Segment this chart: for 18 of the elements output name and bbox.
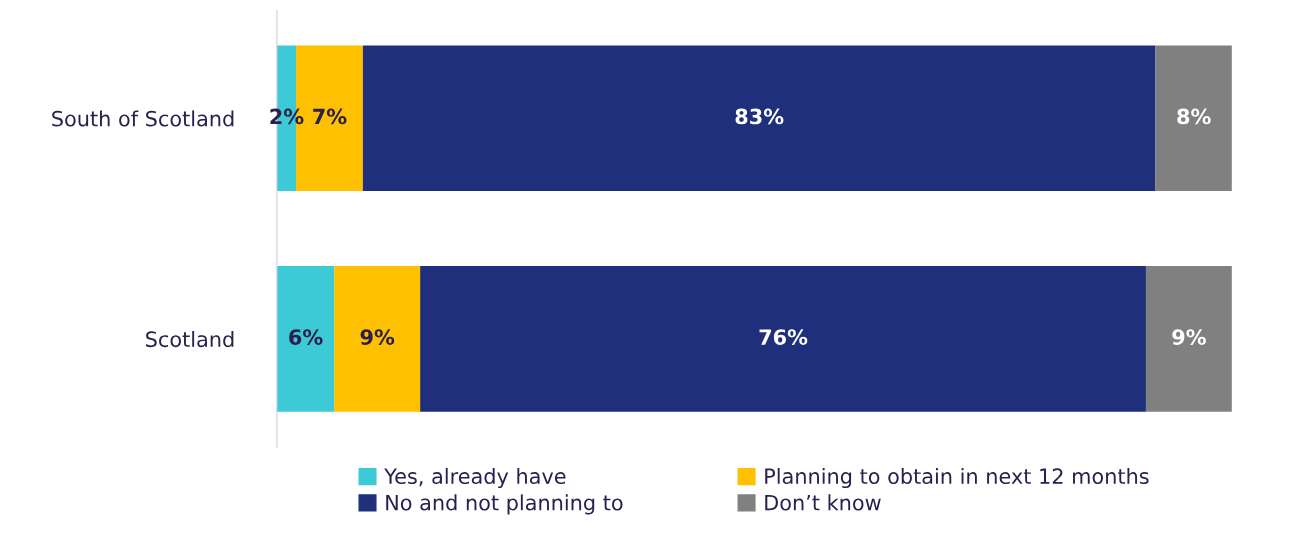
data-label: 76% (759, 329, 808, 345)
bar (1145, 266, 1232, 412)
data-label: 9% (360, 329, 395, 345)
bar (334, 266, 421, 412)
y-tick-label: South of Scotland (52, 110, 234, 127)
legend-label: Don’t know (765, 494, 881, 511)
data-label: 7% (313, 108, 347, 125)
data-label: 83% (735, 108, 784, 125)
bar (420, 266, 1146, 412)
legend-label: No and not planning to (386, 494, 623, 515)
bar (1155, 45, 1232, 192)
y-tick-label: Scotland (146, 331, 234, 348)
bar (276, 266, 335, 412)
data-label: 6% (289, 329, 323, 345)
legend-label: Yes, already have (384, 467, 566, 489)
data-label: 8% (1177, 108, 1211, 125)
data-label: 9% (1172, 329, 1206, 345)
legend-label: Planning to obtain in next 12 months (765, 467, 1149, 489)
